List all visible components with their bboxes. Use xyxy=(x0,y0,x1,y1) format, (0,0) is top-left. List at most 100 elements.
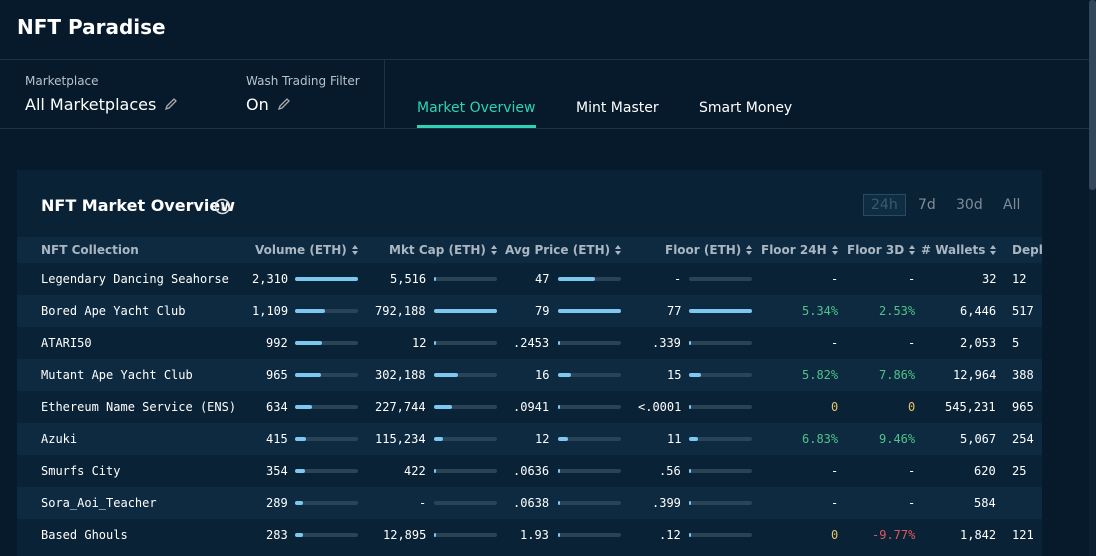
sort-icon[interactable] xyxy=(351,244,359,256)
table-row xyxy=(17,455,1042,487)
cell: - xyxy=(908,464,916,478)
bar-track xyxy=(689,405,752,409)
bar-track xyxy=(689,341,752,345)
cell: 2,310 xyxy=(252,272,289,286)
table-row xyxy=(17,391,1042,423)
cell: 302,188 xyxy=(375,368,426,382)
table-row xyxy=(17,423,1042,455)
cell: 254 xyxy=(1012,432,1034,446)
cell: 283 xyxy=(266,528,288,542)
bar-track xyxy=(689,437,752,441)
panel-title: NFT Market Overview xyxy=(41,196,236,215)
column-header[interactable]: Deplo xyxy=(1012,243,1042,257)
sort-icon[interactable] xyxy=(989,244,997,256)
tab[interactable]: Smart Money xyxy=(699,100,793,116)
cell: Legendary Dancing Seahorse xyxy=(41,272,229,286)
column-header[interactable]: Volume (ETH) xyxy=(255,243,347,257)
bar-track xyxy=(434,405,497,409)
cell: 121 xyxy=(1012,528,1034,542)
filter-label: Wash Trading Filter xyxy=(246,74,360,88)
info-icon[interactable] xyxy=(214,198,231,215)
sort-icon[interactable] xyxy=(490,244,498,256)
cell: Azuki xyxy=(41,432,78,446)
cell: 634 xyxy=(266,400,288,414)
filter-value[interactable]: All Marketplaces xyxy=(25,95,157,114)
cell: 227,744 xyxy=(375,400,426,414)
cell: 965 xyxy=(1012,400,1034,414)
cell: 415 xyxy=(266,432,288,446)
sort-icon[interactable] xyxy=(614,244,622,256)
bar xyxy=(295,469,305,473)
bar-track xyxy=(434,501,497,505)
bar-track xyxy=(434,437,497,441)
bar xyxy=(689,469,691,473)
table-row xyxy=(17,263,1042,295)
cell: .339 xyxy=(652,336,681,350)
bar xyxy=(689,341,691,345)
bar xyxy=(295,533,303,537)
cell: - xyxy=(831,464,839,478)
bar-track xyxy=(558,501,621,505)
bar xyxy=(295,437,307,441)
divider xyxy=(384,60,385,128)
bar-track xyxy=(558,405,621,409)
cell: 1,109 xyxy=(252,304,289,318)
cell: 15 xyxy=(667,368,682,382)
cell: 6.83% xyxy=(802,432,839,446)
bar xyxy=(434,277,436,281)
bar xyxy=(434,341,436,345)
divider xyxy=(0,59,1090,60)
cell: 47 xyxy=(535,272,550,286)
cell: 77 xyxy=(667,304,682,318)
cell: - xyxy=(831,496,839,510)
range-button[interactable]: 7d xyxy=(918,197,936,213)
sort-icon[interactable] xyxy=(908,244,916,256)
cell: 545,231 xyxy=(945,400,996,414)
sort-icon[interactable] xyxy=(831,244,839,256)
cell: - xyxy=(831,336,839,350)
cell: 0 xyxy=(831,528,839,542)
bar-track xyxy=(558,373,621,377)
cell: - xyxy=(674,272,682,286)
edit-icon[interactable] xyxy=(277,97,291,111)
bar-track xyxy=(295,341,358,345)
bar xyxy=(295,309,326,313)
table-row xyxy=(17,359,1042,391)
range-button[interactable]: 24h xyxy=(863,194,906,216)
bar xyxy=(689,437,698,441)
edit-icon[interactable] xyxy=(164,97,178,111)
scrollbar[interactable] xyxy=(1089,0,1096,556)
bar xyxy=(295,341,323,345)
cell: -9.77% xyxy=(872,528,916,542)
column-header[interactable]: Floor 3D xyxy=(847,243,905,257)
cell: - xyxy=(831,272,839,286)
cell: 620 xyxy=(974,464,996,478)
cell: 12,964 xyxy=(953,368,997,382)
cell: Sora_Aoi_Teacher xyxy=(41,496,157,510)
table-row xyxy=(17,487,1042,519)
range-button[interactable]: All xyxy=(1003,197,1021,213)
cell: 6,446 xyxy=(960,304,997,318)
tab[interactable]: Market Overview xyxy=(417,100,536,116)
column-header: NFT Collection xyxy=(41,243,139,257)
column-header[interactable]: # Wallets xyxy=(921,243,986,257)
sort-icon[interactable] xyxy=(745,244,753,256)
app-title: NFT Paradise xyxy=(17,15,166,39)
cell: 5,516 xyxy=(390,272,427,286)
bar-track xyxy=(558,469,621,473)
bar xyxy=(689,373,702,377)
cell: 2.53% xyxy=(879,304,916,318)
range-button[interactable]: 30d xyxy=(956,197,983,213)
cell: Bored Ape Yacht Club xyxy=(41,304,186,318)
table-row xyxy=(17,327,1042,359)
column-header[interactable]: Floor 24H xyxy=(761,243,827,257)
bar-track xyxy=(558,437,621,441)
cell: Ethereum Name Service (ENS) xyxy=(41,400,237,414)
column-header[interactable]: Floor (ETH) xyxy=(665,243,742,257)
filter-value[interactable]: On xyxy=(246,95,269,114)
column-header[interactable]: Mkt Cap (ETH) xyxy=(389,243,486,257)
column-header[interactable]: Avg Price (ETH) xyxy=(505,243,611,257)
bar xyxy=(295,501,303,505)
bar-track xyxy=(558,533,621,537)
tab[interactable]: Mint Master xyxy=(576,100,659,116)
